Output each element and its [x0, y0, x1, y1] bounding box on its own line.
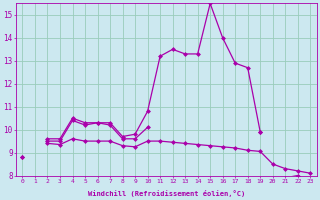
X-axis label: Windchill (Refroidissement éolien,°C): Windchill (Refroidissement éolien,°C)	[88, 190, 245, 197]
